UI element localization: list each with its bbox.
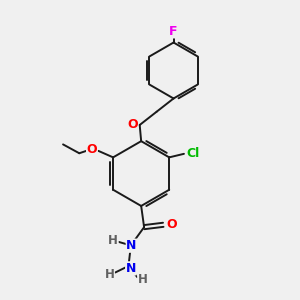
Text: N: N	[126, 262, 136, 275]
Text: H: H	[138, 273, 148, 286]
Text: Cl: Cl	[186, 147, 200, 160]
Text: N: N	[126, 239, 136, 252]
Text: O: O	[127, 118, 138, 131]
Text: H: H	[108, 234, 118, 247]
Text: F: F	[169, 25, 178, 38]
Text: O: O	[166, 218, 176, 231]
Text: O: O	[87, 143, 97, 156]
Text: H: H	[104, 268, 114, 281]
